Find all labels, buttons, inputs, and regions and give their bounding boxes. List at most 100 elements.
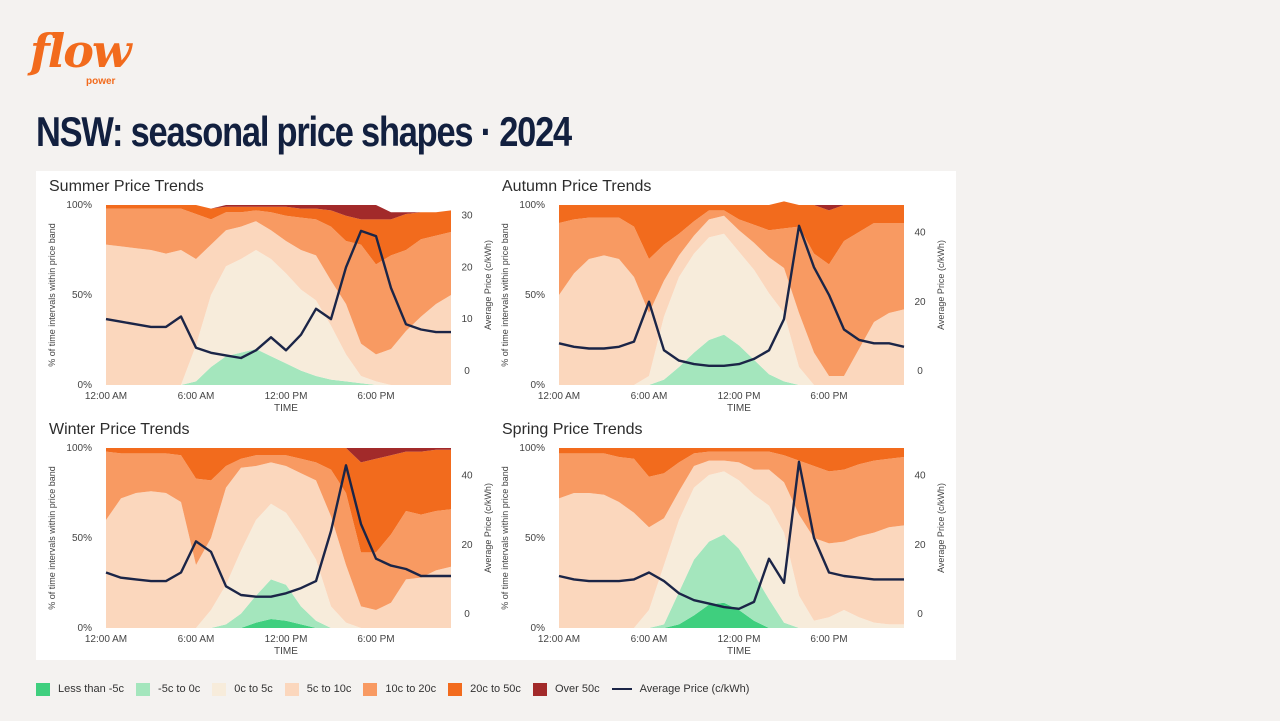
x-tick: 12:00 AM (85, 391, 127, 402)
y-left-tick: 0% (78, 623, 93, 634)
legend-line-swatch (611, 688, 632, 690)
band-area-5 (106, 205, 451, 265)
page-title: NSW: seasonal price shapes · 2024 (36, 108, 572, 155)
x-tick: 6:00 AM (631, 391, 668, 402)
x-tick: 12:00 PM (265, 634, 308, 645)
band-area-1 (559, 534, 904, 628)
legend-item-line: Average Price (c/kWh) (611, 683, 750, 695)
y-right-tick: 10 (461, 314, 473, 325)
y-left-tick: 100% (519, 443, 545, 454)
chart-title: Autumn Price Trends (502, 178, 651, 195)
y-left-tick: 0% (531, 623, 546, 634)
x-tick: 6:00 PM (357, 391, 394, 402)
y-right-label: Average Price (c/kWh) (936, 240, 946, 330)
band-area-1 (559, 334, 904, 385)
legend-item: -5c to 0c (136, 682, 201, 696)
band-area-4 (106, 208, 451, 355)
legend-swatch (284, 682, 299, 696)
legend-label: 10c to 20c (385, 683, 437, 695)
avg-price-line (558, 224, 905, 367)
band-area-2 (106, 250, 451, 385)
x-tick: 12:00 PM (265, 391, 308, 402)
legend-label: -5c to 0c (158, 683, 201, 695)
legend-label: Average Price (c/kWh) (639, 683, 750, 695)
legend-swatch (448, 682, 463, 696)
x-tick: 12:00 PM (718, 391, 761, 402)
y-right-tick: 30 (461, 210, 473, 221)
y-right-tick: 0 (464, 609, 470, 620)
band-area-5 (559, 448, 904, 477)
band-area-1 (106, 579, 451, 628)
y-right-tick: 40 (461, 471, 473, 482)
y-right-tick: 20 (914, 540, 926, 551)
x-tick: 12:00 AM (538, 391, 580, 402)
x-axis-label: TIME (727, 403, 751, 414)
y-right-tick: 40 (914, 471, 926, 482)
x-tick: 6:00 PM (810, 391, 847, 402)
band-area-6 (106, 205, 451, 220)
band-area-3 (106, 221, 451, 385)
band-area-6 (559, 201, 904, 211)
legend-swatch (136, 682, 151, 696)
chart-0: Summer Price Trends 0% 50% 100% % of time in… (47, 178, 493, 414)
band-area-2 (559, 233, 904, 385)
y-left-tick: 100% (66, 443, 92, 454)
y-right-tick: 20 (914, 297, 926, 308)
chart-title: Winter Price Trends (49, 421, 189, 438)
legend-swatch (212, 682, 227, 696)
x-tick: 12:00 AM (538, 634, 580, 645)
chart-1: Autumn Price Trends 0% 50% 100% % of time in… (500, 178, 946, 414)
legend-item: Over 50c (532, 682, 600, 696)
y-right-tick: 0 (464, 366, 470, 377)
legend-label: Over 50c (554, 683, 600, 695)
legend-item: Less than -5c (36, 682, 125, 696)
y-right-tick: 0 (917, 366, 923, 377)
avg-price-line (105, 229, 451, 360)
band-area-1 (106, 349, 451, 385)
chart-title: Summer Price Trends (49, 178, 204, 195)
x-axis-label: TIME (274, 646, 298, 657)
legend-label: 5c to 10c (306, 683, 352, 695)
y-left-label: % of time intervals within price band (47, 466, 57, 610)
y-right-tick: 20 (461, 540, 473, 551)
avg-price-line (558, 460, 904, 610)
band-area-5 (106, 448, 451, 553)
legend-swatch (36, 682, 50, 696)
x-axis-label: TIME (274, 403, 298, 414)
band-area-4 (106, 451, 451, 610)
chart-3: Spring Price Trends 0% 50% 100% % of time in… (500, 421, 946, 657)
legend-label: 0c to 5c (234, 683, 273, 695)
band-area-0 (106, 619, 451, 628)
logo-subtext: power (86, 76, 116, 87)
legend-item: 20c to 50c (448, 682, 521, 696)
x-axis-label: TIME (727, 646, 751, 657)
band-area-2 (106, 503, 451, 628)
legend-label: 20c to 50c (470, 683, 521, 695)
legend-item: 5c to 10c (284, 682, 352, 696)
band-area-2 (559, 471, 904, 628)
band-area-4 (559, 451, 904, 544)
band-area-5 (559, 201, 904, 265)
chart-title: Spring Price Trends (502, 421, 643, 438)
x-tick: 6:00 PM (810, 634, 847, 645)
logo-wordmark: flow (30, 24, 132, 78)
y-left-label: % of time intervals within price band (500, 466, 510, 610)
y-left-tick: 0% (78, 380, 93, 391)
band-area-0 (559, 602, 904, 628)
x-tick: 12:00 AM (85, 634, 127, 645)
x-tick: 12:00 PM (718, 634, 761, 645)
x-tick: 6:00 AM (178, 634, 215, 645)
y-left-label: % of time intervals within price band (500, 223, 510, 367)
y-right-label: Average Price (c/kWh) (483, 483, 493, 573)
y-left-tick: 50% (525, 290, 545, 301)
y-left-tick: 100% (66, 200, 92, 211)
band-area-3 (559, 460, 904, 628)
legend-label: Less than -5c (58, 683, 125, 695)
legend-swatch (532, 682, 547, 696)
band-area-6 (106, 448, 451, 463)
y-left-tick: 50% (72, 533, 92, 544)
x-tick: 6:00 AM (178, 391, 215, 402)
legend-item: 0c to 5c (212, 682, 273, 696)
avg-price-line (105, 464, 451, 598)
